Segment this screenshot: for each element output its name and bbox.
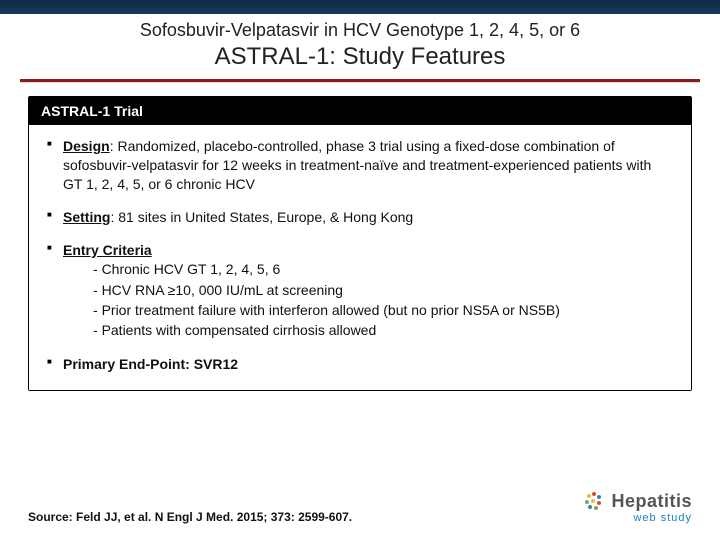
entry-item: Chronic HCV GT 1, 2, 4, 5, 6: [93, 259, 673, 279]
content-panel: ASTRAL-1 Trial Design: Randomized, place…: [28, 96, 692, 391]
design-label: Design: [63, 138, 110, 154]
endpoint-label: Primary End-Point: [63, 356, 185, 372]
logo: Hepatitis web study: [581, 488, 692, 524]
entry-label: Entry Criteria: [63, 242, 152, 258]
bullet-setting: Setting: 81 sites in United States, Euro…: [47, 208, 673, 227]
footer: Source: Feld JJ, et al. N Engl J Med. 20…: [28, 488, 692, 524]
entry-item: HCV RNA ≥10, 000 IU/mL at screening: [93, 280, 673, 300]
title-rule: [20, 79, 700, 82]
bullet-entry: Entry Criteria Chronic HCV GT 1, 2, 4, 5…: [47, 241, 673, 341]
endpoint-text: : SVR12: [185, 356, 238, 372]
design-text: : Randomized, placebo-controlled, phase …: [63, 138, 651, 192]
entry-item: Patients with compensated cirrhosis allo…: [93, 320, 673, 340]
bullet-endpoint: Primary End-Point: SVR12: [47, 355, 673, 374]
slide: Sofosbuvir-Velpatasvir in HCV Genotype 1…: [0, 0, 720, 540]
entry-sublist: Chronic HCV GT 1, 2, 4, 5, 6 HCV RNA ≥10…: [63, 259, 673, 340]
main-title: ASTRAL-1: Study Features: [40, 43, 680, 71]
source-citation: Source: Feld JJ, et al. N Engl J Med. 20…: [28, 510, 352, 524]
bullet-design: Design: Randomized, placebo-controlled, …: [47, 137, 673, 194]
entry-item: Prior treatment failure with interferon …: [93, 300, 673, 320]
dot-cluster-icon: [581, 488, 607, 514]
setting-text: : 81 sites in United States, Europe, & H…: [110, 209, 413, 225]
panel-body: Design: Randomized, placebo-controlled, …: [29, 125, 691, 390]
title-area: Sofosbuvir-Velpatasvir in HCV Genotype 1…: [0, 14, 720, 75]
top-gradient-bar: [0, 0, 720, 14]
panel-header: ASTRAL-1 Trial: [29, 97, 691, 125]
pre-title: Sofosbuvir-Velpatasvir in HCV Genotype 1…: [40, 20, 680, 41]
setting-label: Setting: [63, 209, 110, 225]
logo-top-row: Hepatitis: [581, 488, 692, 514]
logo-text: Hepatitis: [611, 491, 692, 512]
